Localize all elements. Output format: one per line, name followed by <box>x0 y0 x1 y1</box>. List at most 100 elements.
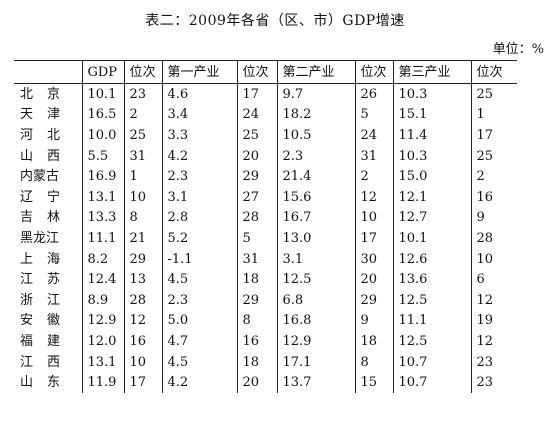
primary-cell: 5.2 <box>161 228 237 249</box>
primary-cell: 4.6 <box>161 83 237 105</box>
header-primary: 第一产业 <box>161 60 237 84</box>
table-row: 天津 16.5 2 3.4 24 18.2 5 15.1 1 <box>14 104 517 126</box>
header-tertiary-rank: 位次 <box>470 60 517 84</box>
gdp-rank-cell: 12 <box>123 310 162 332</box>
province-cell: 上海 <box>20 251 75 267</box>
header-gdp: GDP <box>81 60 124 84</box>
tertiary-rank-cell: 25 <box>470 83 517 105</box>
table-row: 上海 8.2 29 -1.1 31 3.1 30 12.6 10 <box>14 248 517 270</box>
secondary-rank-cell: 9 <box>354 310 393 332</box>
table-row: 福建 12.0 16 4.7 16 12.9 18 12.5 12 <box>14 331 517 352</box>
gdp-cell: 12.9 <box>81 310 124 332</box>
gdp-cell: 12.4 <box>81 269 124 290</box>
gdp-cell: 10.0 <box>81 125 124 146</box>
secondary-rank-cell: 31 <box>354 145 393 167</box>
secondary-rank-cell: 5 <box>354 104 393 126</box>
province-cell: 山西 <box>20 148 75 164</box>
province-cell: 江西 <box>20 354 75 370</box>
header-tertiary: 第三产业 <box>392 60 471 84</box>
tertiary-cell: 11.4 <box>392 125 471 146</box>
province-cell: 浙江 <box>20 292 75 308</box>
secondary-rank-cell: 30 <box>354 248 393 270</box>
primary-cell: 4.7 <box>161 331 237 352</box>
primary-rank-cell: 5 <box>236 228 277 249</box>
primary-cell: 3.1 <box>161 186 237 208</box>
primary-rank-cell: 25 <box>236 125 277 146</box>
tertiary-rank-cell: 1 <box>470 104 517 126</box>
unit-label: 单位：% <box>492 42 544 57</box>
gdp-cell: 13.1 <box>81 186 124 208</box>
gdp-rank-cell: 25 <box>123 125 162 146</box>
primary-rank-cell: 29 <box>236 289 277 311</box>
tertiary-cell: 12.7 <box>392 207 471 229</box>
primary-cell: 4.5 <box>161 269 237 290</box>
gdp-cell: 11.9 <box>81 372 124 393</box>
tertiary-rank-cell: 12 <box>470 331 517 352</box>
province-cell: 江苏 <box>20 272 75 288</box>
primary-cell: 4.2 <box>161 372 237 393</box>
secondary-cell: 6.8 <box>276 289 355 311</box>
tertiary-cell: 10.7 <box>392 351 471 373</box>
gdp-rank-cell: 10 <box>123 186 162 208</box>
tertiary-rank-cell: 23 <box>470 351 517 373</box>
tertiary-cell: 12.6 <box>392 248 471 270</box>
header-secondary-rank: 位次 <box>354 60 393 84</box>
secondary-cell: 12.5 <box>276 269 355 290</box>
table-row: 山西 5.5 31 4.2 20 2.3 31 10.3 25 <box>14 145 517 167</box>
tertiary-cell: 15.0 <box>392 166 471 187</box>
tertiary-cell: 10.1 <box>392 228 471 249</box>
gdp-cell: 11.1 <box>81 228 124 249</box>
province-cell: 黑龙江 <box>20 230 60 246</box>
tertiary-cell: 15.1 <box>392 104 471 126</box>
province-cell: 福建 <box>20 333 75 349</box>
secondary-cell: 3.1 <box>276 248 355 270</box>
secondary-cell: 18.2 <box>276 104 355 126</box>
secondary-cell: 16.7 <box>276 207 355 229</box>
table-row: 吉林 13.3 8 2.8 28 16.7 10 12.7 9 <box>14 207 517 229</box>
table-row: 北京 10.1 23 4.6 17 9.7 26 10.3 25 <box>14 83 517 105</box>
header-secondary: 第二产业 <box>276 60 355 84</box>
province-cell: 河北 <box>20 127 75 143</box>
gdp-rank-cell: 2 <box>123 104 162 126</box>
tertiary-rank-cell: 25 <box>470 145 517 167</box>
primary-rank-cell: 18 <box>236 269 277 290</box>
gdp-rank-cell: 28 <box>123 289 162 311</box>
table-row: 江西 13.1 10 4.5 18 17.1 8 10.7 23 <box>14 351 517 373</box>
tertiary-rank-cell: 2 <box>470 166 517 187</box>
gdp-rank-cell: 31 <box>123 145 162 167</box>
primary-cell: 4.2 <box>161 145 237 167</box>
gdp-cell: 10.1 <box>81 83 124 105</box>
table-row: 河北 10.0 25 3.3 25 10.5 24 11.4 17 <box>14 125 517 146</box>
tertiary-rank-cell: 10 <box>470 248 517 270</box>
tertiary-rank-cell: 19 <box>470 310 517 332</box>
tertiary-cell: 10.3 <box>392 83 471 105</box>
table-row: 辽宁 13.1 10 3.1 27 15.6 12 12.1 16 <box>14 186 517 208</box>
tertiary-rank-cell: 16 <box>470 186 517 208</box>
secondary-cell: 12.9 <box>276 331 355 352</box>
secondary-rank-cell: 15 <box>354 372 393 393</box>
primary-rank-cell: 18 <box>236 351 277 373</box>
table-row: 浙江 8.9 28 2.3 29 6.8 29 12.5 12 <box>14 289 517 311</box>
header-province <box>14 60 82 84</box>
tertiary-cell: 12.5 <box>392 289 471 311</box>
gdp-cell: 8.2 <box>81 248 124 270</box>
province-cell: 安徽 <box>20 313 75 329</box>
secondary-rank-cell: 29 <box>354 289 393 311</box>
secondary-rank-cell: 24 <box>354 125 393 146</box>
tertiary-cell: 10.7 <box>392 372 471 393</box>
gdp-rank-cell: 17 <box>123 372 162 393</box>
gdp-rank-cell: 21 <box>123 228 162 249</box>
primary-rank-cell: 17 <box>236 83 277 105</box>
table-row: 安徽 12.9 12 5.0 8 16.8 9 11.1 19 <box>14 310 517 332</box>
secondary-rank-cell: 8 <box>354 351 393 373</box>
tertiary-rank-cell: 23 <box>470 372 517 393</box>
secondary-cell: 13.0 <box>276 228 355 249</box>
tertiary-rank-cell: 28 <box>470 228 517 249</box>
table-row: 山东 11.9 17 4.2 20 13.7 15 10.7 23 <box>14 372 517 393</box>
secondary-cell: 10.5 <box>276 125 355 146</box>
primary-rank-cell: 31 <box>236 248 277 270</box>
secondary-cell: 16.8 <box>276 310 355 332</box>
gdp-rank-cell: 8 <box>123 207 162 229</box>
tertiary-rank-cell: 12 <box>470 289 517 311</box>
primary-rank-cell: 8 <box>236 310 277 332</box>
